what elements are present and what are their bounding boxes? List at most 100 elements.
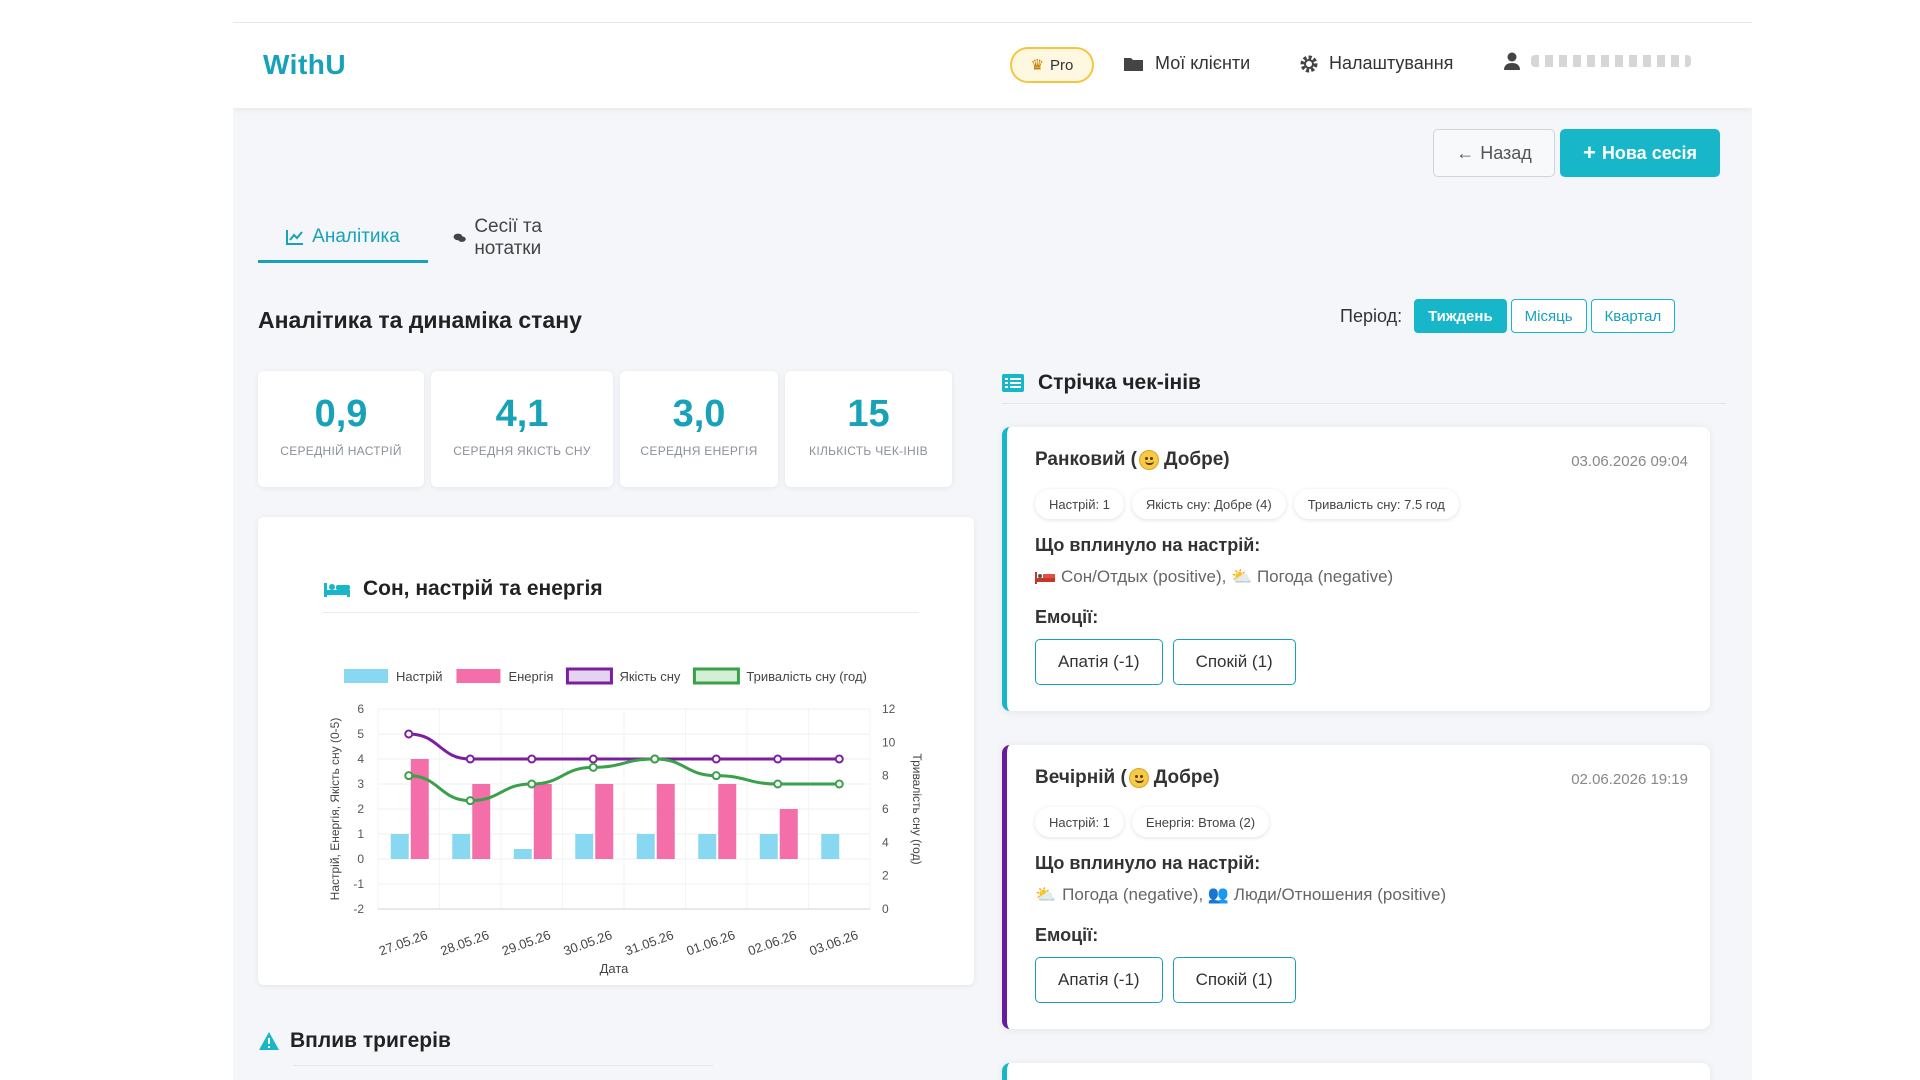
- bar-energy: [410, 759, 429, 859]
- stat-value: 4,1: [495, 393, 549, 435]
- chart-title-text: Сон, настрій та енергія: [363, 577, 603, 600]
- influence-value: Сон/Отдых (positive), ⛅ Погода (negative…: [1061, 567, 1394, 586]
- bed-icon: [324, 583, 350, 597]
- emotion-tag[interactable]: Спокій (1): [1172, 639, 1296, 685]
- cloud-icon: ⛅: [1035, 885, 1057, 904]
- y-tick-label: 4: [357, 752, 364, 766]
- bar-energy: [472, 784, 491, 859]
- legend-swatch: [565, 667, 613, 685]
- chip: Енергія: Втома (2): [1131, 807, 1270, 837]
- legend-label: Якість сну: [619, 669, 680, 684]
- checkin-card: Вечірній ( Добре) 02.06.2026 19:19 Настр…: [1002, 745, 1710, 1029]
- period-month-button[interactable]: Місяць: [1510, 299, 1587, 333]
- new-session-button[interactable]: + Нова сесія: [1560, 129, 1720, 177]
- nav-settings[interactable]: Налаштування: [1299, 53, 1453, 74]
- comments-icon: [453, 233, 466, 242]
- influence-label: Що вплинуло на настрій:: [1035, 853, 1261, 873]
- period-label: Період:: [1340, 305, 1403, 326]
- emotions-label: Емоції:: [1035, 925, 1099, 945]
- crown-icon: ♛: [1030, 57, 1045, 74]
- stat-card-mood: 0,9 СЕРЕДНІЙ НАСТРІЙ: [258, 371, 424, 487]
- triggers-title-text: Вплив тригерів: [290, 1029, 451, 1052]
- pro-label: Pro: [1050, 56, 1074, 74]
- point-sleep-duration: [527, 779, 537, 789]
- folder-icon: [1124, 57, 1143, 71]
- chart-card: Сон, настрій та енергія 6 5 4 3 2 1 0 -1 -2 12 10 8…: [258, 517, 974, 985]
- emotion-tag[interactable]: Спокій (1): [1172, 957, 1296, 1003]
- chip: Тривалість сну: 7.5 год: [1293, 489, 1459, 519]
- navbar: WithU ♛ Pro Мої клієнти Налаштування: [233, 23, 1752, 108]
- back-button[interactable]: ← Назад: [1433, 129, 1555, 177]
- divider: [293, 1065, 713, 1066]
- brand-logo[interactable]: WithU: [263, 49, 347, 80]
- emotion-tag[interactable]: Апатія (-1): [1035, 639, 1163, 685]
- checkin-feed-title: Стрічка чек-інів: [1002, 371, 1201, 395]
- point-sleep-quality: [588, 754, 598, 764]
- checkin-chips: Настрій: 1 Якість сну: Добре (4) Тривалі…: [1035, 489, 1459, 519]
- back-label: Назад: [1480, 142, 1532, 163]
- chart-line-icon: [286, 229, 304, 245]
- triggers-title: Вплив тригерів: [258, 1029, 451, 1053]
- point-sleep-duration: [773, 779, 783, 789]
- bar-mood: [513, 849, 532, 859]
- emotions-list: Апатія (-1) Спокій (1): [1035, 957, 1296, 1003]
- emotion-tag[interactable]: Апатія (-1): [1035, 957, 1163, 1003]
- chip: Настрій: 1: [1035, 489, 1124, 519]
- chart-title: Сон, настрій та енергія: [323, 577, 603, 601]
- x-tick-label: 31.05.26: [623, 927, 676, 958]
- point-sleep-duration: [834, 779, 844, 789]
- influence-value: Погода (negative), 👥 Люди/Отношения (pos…: [1062, 885, 1447, 904]
- point-sleep-duration: [588, 762, 598, 772]
- tab-sessions-label: Сесії та нотатки: [474, 216, 542, 259]
- y-tick-label: 3: [357, 777, 364, 791]
- nav-clients[interactable]: Мої клієнти: [1123, 53, 1250, 74]
- x-tick-label: 28.05.26: [438, 927, 491, 958]
- point-sleep-duration: [404, 771, 414, 781]
- y-right-tick-label: 4: [882, 835, 889, 849]
- period-quarter-button[interactable]: Квартал: [1590, 299, 1676, 333]
- user-name-redacted: [1531, 55, 1691, 67]
- point-sleep-quality: [834, 754, 844, 764]
- point-sleep-duration: [650, 754, 660, 764]
- nav-user-menu[interactable]: [1503, 51, 1691, 71]
- point-sleep-quality: [773, 754, 783, 764]
- influence-text: Сон/Отдых (positive), ⛅ Погода (negative…: [1035, 567, 1393, 587]
- point-sleep-quality: [527, 754, 537, 764]
- tab-analytics-label: Аналітика: [312, 225, 400, 247]
- point-sleep-duration: [711, 771, 721, 781]
- stat-card-energy: 3,0 СЕРЕДНЯ ЕНЕРГІЯ: [620, 371, 778, 487]
- checkin-type: Ранковий (: [1035, 449, 1137, 470]
- checkin-card: Ранковий ( Добре) 03.06.2026 09:04 Настр…: [1002, 427, 1710, 711]
- tab-sessions[interactable]: Сесії та нотатки: [453, 213, 552, 263]
- y-axis-label: Настрій, Енергія, Якість сну (0-5): [328, 718, 342, 901]
- y-right-tick-label: 8: [882, 769, 889, 783]
- period-week-button[interactable]: Тиждень: [1414, 299, 1507, 333]
- legend-label: Енергія: [508, 669, 553, 684]
- period-selector: Період: Тиждень Місяць Квартал: [1340, 299, 1676, 333]
- legend-swatch: [456, 669, 501, 683]
- app-frame: WithU ♛ Pro Мої клієнти Налаштування ← Н…: [233, 22, 1752, 1080]
- bar-energy: [656, 784, 675, 859]
- y-right-tick-label: 0: [882, 902, 889, 916]
- tab-analytics[interactable]: Аналітика: [258, 213, 428, 263]
- stat-label: СЕРЕДНЯ ЕНЕРГІЯ: [640, 444, 758, 458]
- x-tick-label: 02.06.26: [746, 927, 799, 958]
- x-tick-label: 30.05.26: [561, 927, 614, 958]
- x-tick-label: 03.06.26: [807, 927, 860, 958]
- legend-label: Тривалість сну (год): [746, 669, 866, 684]
- gear-icon: [1300, 55, 1318, 72]
- y-tick-label: -1: [353, 877, 364, 891]
- stat-label: СЕРЕДНЯ ЯКІСТЬ СНУ: [453, 444, 591, 458]
- bar-mood: [698, 834, 717, 859]
- emotions-label: Емоції:: [1035, 607, 1099, 627]
- y-tick-label: -2: [353, 902, 364, 916]
- user-icon: [1504, 52, 1520, 70]
- y-tick-label: 0: [357, 852, 364, 866]
- bar-energy: [595, 784, 614, 859]
- divider: [323, 612, 919, 613]
- checkin-title: Ранковий ( Добре): [1035, 449, 1230, 471]
- pro-badge[interactable]: ♛ Pro: [1010, 47, 1094, 83]
- point-sleep-quality: [404, 729, 414, 739]
- bar-mood: [452, 834, 471, 859]
- influence-label: Що вплинуло на настрій:: [1035, 535, 1261, 555]
